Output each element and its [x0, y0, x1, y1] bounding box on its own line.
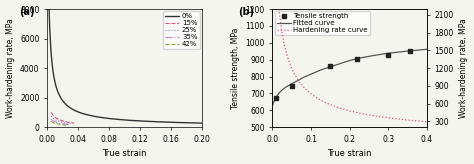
Hardening rate curve — [365, 114, 371, 116]
25% — [64, 122, 70, 124]
25% — [48, 115, 54, 117]
35% — [48, 118, 54, 120]
35% — [59, 123, 64, 125]
Line: 25%: 25% — [51, 116, 71, 124]
25% — [66, 123, 72, 124]
42% — [64, 124, 69, 126]
Text: (a): (a) — [19, 7, 35, 17]
Legend: Tensile strength, Fitted curve, Hardening rate curve: Tensile strength, Fitted curve, Hardenin… — [274, 11, 370, 35]
X-axis label: True strain: True strain — [328, 149, 372, 158]
35% — [59, 123, 64, 125]
Fitted curve — [362, 56, 367, 58]
25% — [60, 122, 65, 123]
35% — [63, 123, 69, 125]
Hardening rate curve — [410, 120, 415, 122]
15% — [72, 122, 77, 124]
Line: 42%: 42% — [51, 121, 66, 125]
Y-axis label: Work-hardening rate, MPa: Work-hardening rate, MPa — [6, 18, 15, 118]
42% — [57, 123, 63, 125]
15% — [62, 121, 68, 123]
42% — [62, 124, 68, 126]
Fitted curve — [361, 56, 367, 58]
0% — [175, 122, 181, 123]
Hardening rate curve — [400, 119, 406, 121]
Fitted curve — [424, 48, 430, 50]
Tensile strength — [273, 96, 280, 99]
0% — [199, 122, 204, 124]
0% — [184, 122, 190, 124]
Tensile strength — [384, 53, 392, 56]
15% — [69, 122, 75, 124]
Legend: 0%, 15%, 25%, 35%, 42%: 0%, 15%, 25%, 35%, 42% — [163, 11, 200, 50]
42% — [48, 120, 54, 122]
Y-axis label: Work-hardening rate, MPa: Work-hardening rate, MPa — [459, 18, 468, 118]
35% — [48, 118, 54, 120]
25% — [68, 123, 73, 125]
15% — [48, 112, 54, 114]
25% — [48, 115, 54, 117]
Y-axis label: Tensile strength, MPa: Tensile strength, MPa — [231, 27, 240, 109]
Tensile strength — [288, 85, 296, 87]
15% — [62, 121, 68, 123]
0% — [46, 15, 52, 17]
Fitted curve — [270, 103, 276, 105]
42% — [61, 124, 67, 126]
42% — [58, 123, 64, 125]
15% — [48, 112, 54, 113]
Line: 0%: 0% — [49, 0, 201, 123]
Hardening rate curve — [362, 113, 368, 115]
Fitted curve — [364, 56, 370, 58]
15% — [68, 122, 73, 124]
Fitted curve — [400, 51, 405, 53]
35% — [66, 124, 72, 126]
25% — [60, 121, 65, 123]
Fitted curve — [410, 50, 415, 52]
Tensile strength — [406, 50, 413, 53]
Hardening rate curve — [424, 121, 430, 123]
0% — [139, 120, 145, 122]
0% — [137, 120, 142, 122]
Line: Fitted curve: Fitted curve — [273, 49, 427, 105]
Tensile strength — [354, 58, 361, 60]
Hardening rate curve — [362, 113, 367, 115]
35% — [59, 123, 65, 125]
Text: (b): (b) — [238, 7, 255, 17]
Fitted curve — [270, 104, 275, 106]
42% — [57, 123, 63, 125]
35% — [64, 123, 70, 125]
X-axis label: True strain: True strain — [102, 149, 146, 158]
Tensile strength — [327, 65, 334, 68]
0% — [137, 120, 143, 122]
Line: 15%: 15% — [51, 113, 74, 123]
Line: Hardening rate curve: Hardening rate curve — [274, 0, 427, 122]
15% — [63, 121, 68, 123]
Line: 35%: 35% — [51, 119, 69, 125]
42% — [48, 120, 54, 122]
25% — [60, 122, 66, 123]
